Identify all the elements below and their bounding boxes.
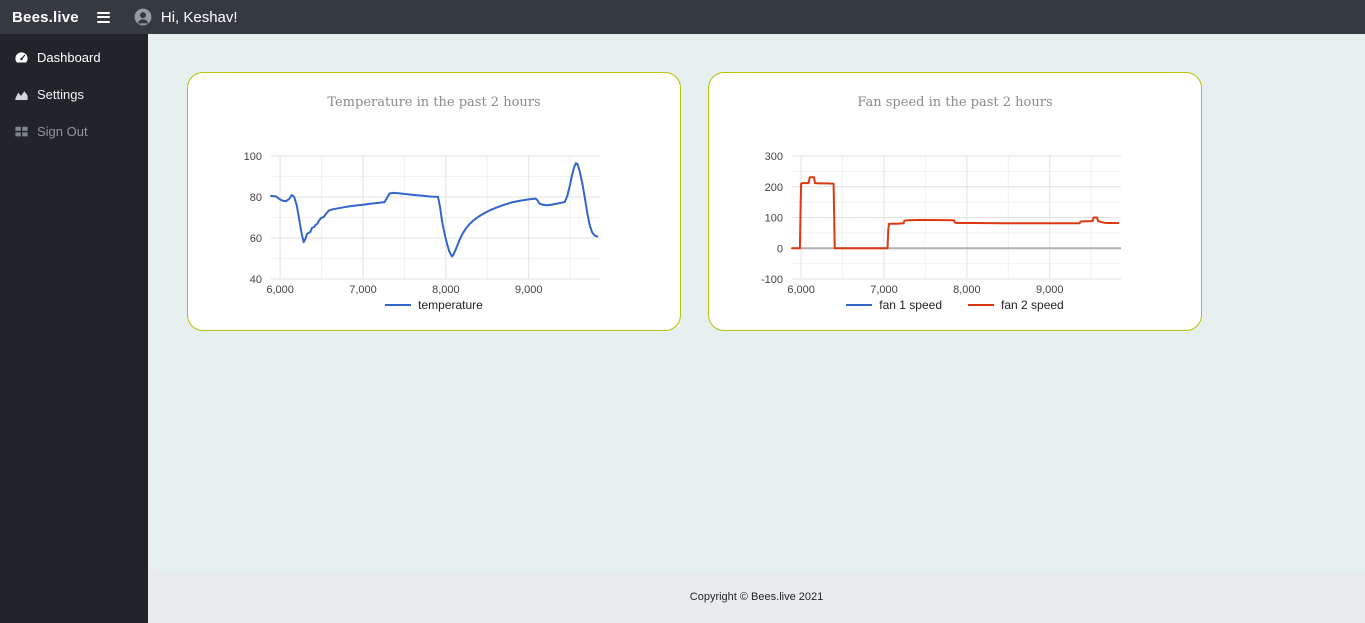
- footer: Copyright © Bees.live 2021: [148, 570, 1365, 623]
- sidebar-item-label: Dashboard: [37, 50, 101, 65]
- legend-swatch: [385, 303, 412, 307]
- svg-text:7,000: 7,000: [349, 284, 377, 296]
- user-circle-icon: [134, 8, 152, 26]
- svg-text:-100: -100: [761, 274, 783, 286]
- svg-text:6,000: 6,000: [266, 284, 294, 296]
- svg-text:6,000: 6,000: [787, 284, 815, 296]
- sidebar: Dashboard Settings Sign Out: [0, 34, 148, 623]
- legend-item-fan-1: fan 1 speed: [846, 298, 942, 312]
- main-content: Temperature in the past 2 hours 6,000 7,0…: [148, 34, 1365, 623]
- temperature-chart: 6,000 7,000 8,000 9,000 40 60 80 100: [188, 138, 680, 298]
- sidebar-item-settings[interactable]: Settings: [0, 77, 148, 112]
- svg-text:8,000: 8,000: [953, 284, 981, 296]
- chart-title-fan-speed: Fan speed in the past 2 hours: [857, 95, 1053, 110]
- chart-area-icon: [14, 87, 29, 102]
- chart-card-fan-speed: Fan speed in the past 2 hours 6,000 7,000…: [708, 72, 1202, 331]
- legend-swatch: [968, 303, 994, 307]
- sidebar-item-label: Sign Out: [37, 124, 88, 139]
- svg-text:100: 100: [244, 151, 262, 163]
- dashboard-content: Temperature in the past 2 hours 6,000 7,0…: [148, 34, 1365, 570]
- sidebar-item-dashboard[interactable]: Dashboard: [0, 40, 148, 75]
- svg-text:200: 200: [765, 182, 783, 194]
- legend-item-fan-2: fan 2 speed: [968, 298, 1064, 312]
- user-area: Hi, Keshav!: [134, 8, 238, 26]
- tachometer-icon: [14, 50, 29, 65]
- copyright-text: Copyright © Bees.live 2021: [689, 590, 824, 603]
- svg-text:8,000: 8,000: [432, 284, 460, 296]
- legend-label: fan 1 speed: [879, 298, 942, 312]
- legend-item-temperature: temperature: [385, 298, 483, 312]
- legend-swatch: [846, 303, 873, 307]
- legend-label: temperature: [418, 298, 483, 312]
- svg-text:300: 300: [765, 151, 783, 163]
- svg-text:9,000: 9,000: [515, 284, 543, 296]
- brand[interactable]: Bees.live: [12, 8, 79, 26]
- svg-text:9,000: 9,000: [1036, 284, 1064, 296]
- svg-text:80: 80: [250, 192, 262, 204]
- svg-text:7,000: 7,000: [870, 284, 898, 296]
- svg-text:100: 100: [765, 213, 783, 225]
- temperature-chart-legend: temperature: [188, 298, 680, 312]
- chart-title-temperature: Temperature in the past 2 hours: [327, 95, 541, 110]
- svg-text:40: 40: [250, 274, 262, 286]
- fan-speed-chart-legend: fan 1 speed fan 2 speed: [709, 298, 1201, 312]
- sidebar-item-sign-out[interactable]: Sign Out: [0, 114, 148, 149]
- menu-toggle-icon[interactable]: [95, 9, 112, 26]
- svg-text:0: 0: [777, 243, 783, 255]
- chart-card-temperature: Temperature in the past 2 hours 6,000 7,0…: [187, 72, 681, 331]
- user-greeting: Hi, Keshav!: [160, 8, 238, 26]
- topbar: Bees.live Hi, Keshav!: [0, 0, 1365, 34]
- sidebar-item-label: Settings: [37, 87, 84, 102]
- chart-cards-row: Temperature in the past 2 hours 6,000 7,0…: [148, 72, 1365, 331]
- legend-label: fan 2 speed: [1001, 298, 1064, 312]
- svg-text:60: 60: [250, 233, 262, 245]
- fan-speed-chart: 6,000 7,000 8,000 9,000 -100 0 100 200 300: [709, 138, 1201, 298]
- table-icon: [14, 124, 29, 139]
